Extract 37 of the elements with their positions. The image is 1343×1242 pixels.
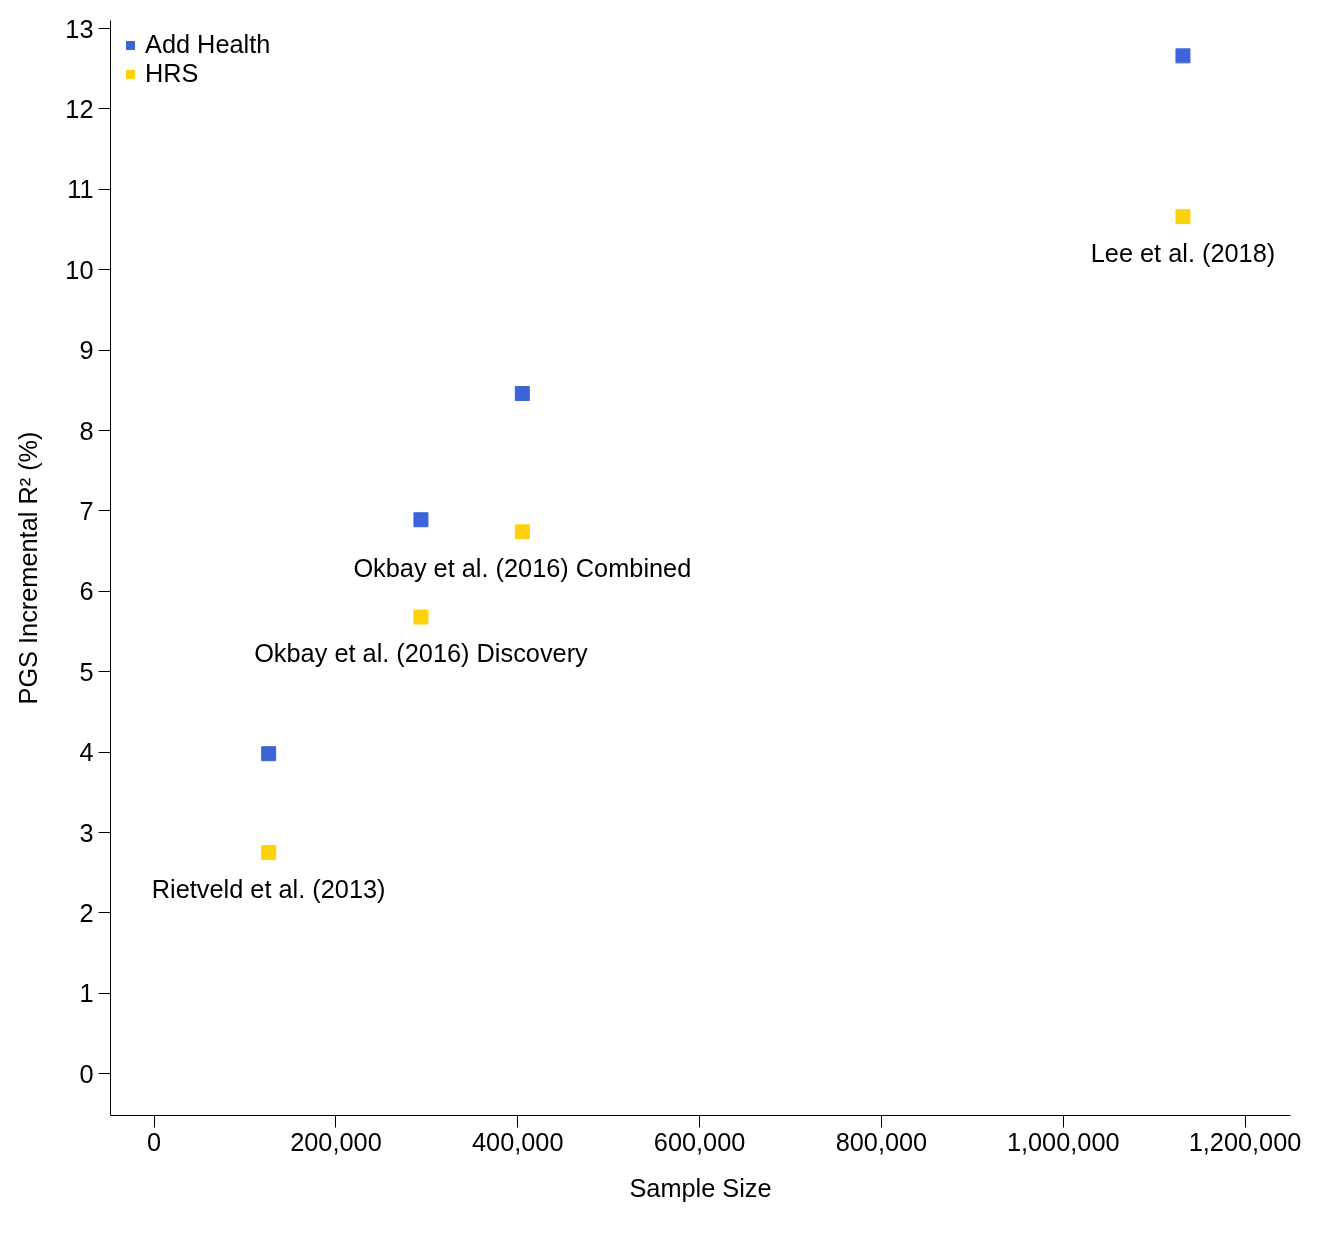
y-tick-label: 1 (79, 979, 94, 1008)
x-tick-label: 400,000 (472, 1127, 564, 1156)
x-tick-label: 1,000,000 (1006, 1127, 1120, 1156)
point (413, 512, 429, 528)
y-axis-title: PGS Incremental R² (%) (14, 431, 43, 705)
point (413, 609, 429, 625)
x-tick-label: 200,000 (290, 1127, 382, 1156)
y-tick-label: 4 (79, 738, 94, 767)
y-tick-label: 6 (79, 577, 94, 606)
point (261, 845, 277, 861)
y-tick-label: 10 (65, 255, 94, 284)
x-tick-label: 0 (147, 1127, 162, 1156)
x-axis-title: Sample Size (629, 1173, 772, 1202)
point (514, 524, 530, 540)
y-tick-label: 2 (79, 898, 94, 927)
legend-label: Add Health (145, 30, 271, 59)
annotation: Okbay et al. (2016) Discovery (254, 639, 589, 668)
y-tick-label: 11 (67, 175, 94, 204)
y-tick-label: 0 (79, 1059, 94, 1088)
point (261, 746, 277, 762)
x-tick-label: 800,000 (835, 1127, 928, 1156)
y-tick-label: 8 (79, 416, 94, 445)
x-tick-label: 1,200,000 (1188, 1127, 1302, 1156)
annotation: Rietveld et al. (2013) (151, 874, 386, 903)
y-tick-label: 3 (79, 818, 94, 847)
y-tick-label: 13 (65, 14, 94, 43)
y-tick-label: 5 (79, 657, 94, 686)
point (1175, 209, 1191, 225)
point (1175, 48, 1191, 64)
y-tick-label: 12 (65, 94, 94, 123)
y-tick-label: 9 (79, 336, 94, 365)
point (514, 386, 530, 402)
legend-label: HRS (145, 59, 199, 88)
annotation: Okbay et al. (2016) Combined (353, 553, 692, 582)
annotation: Lee et al. (2018) (1090, 238, 1276, 267)
y-tick-label: 7 (79, 496, 94, 525)
x-tick-label: 600,000 (653, 1127, 746, 1156)
